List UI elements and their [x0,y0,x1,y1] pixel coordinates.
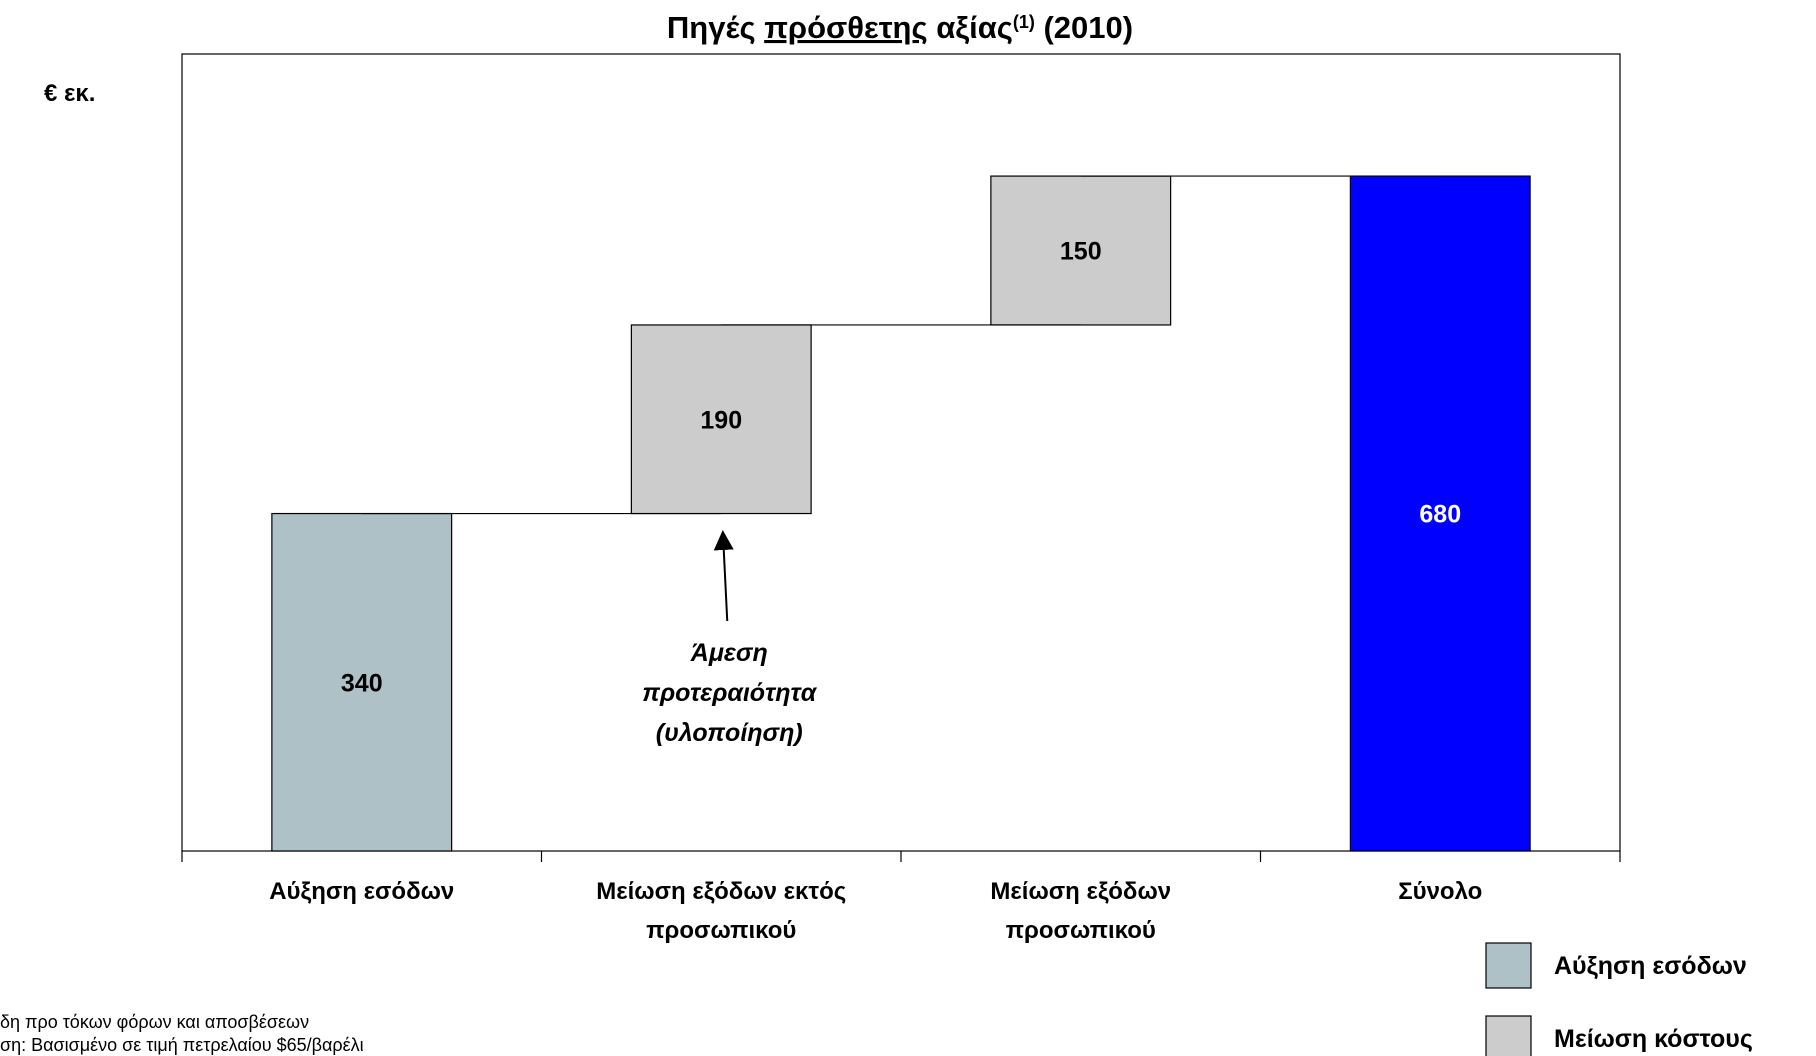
annotation: Άμεση [690,639,768,667]
title-part: Πηγές [667,10,764,45]
bar [1349,175,1531,852]
title-part: (2010) [1035,10,1133,45]
unit-label: € εκ. [44,80,95,107]
data-label: 680 [1419,501,1461,529]
x-tick-label: Μείωση εξόδων [990,878,1171,905]
x-tick-label: Αύξηση εσόδων [269,878,454,905]
data-label: 150 [1060,238,1102,266]
annotation-arrow [713,530,734,622]
title-part: αξίας [928,10,1013,45]
title-part: (1) [1013,12,1035,32]
annotation: προτεραιότητα [642,679,818,707]
chart-title: Πηγές πρόσθετης αξίας(1) (2010) [667,10,1133,45]
x-tick-label: Σύνολο [1398,878,1482,905]
annotation: (υλοποίηση) [656,719,803,747]
legend-swatch [1485,1015,1532,1056]
bar [630,324,812,515]
legend-label: Αύξηση εσόδων [1554,952,1747,980]
legend-label: Μείωση κόστους [1554,1025,1753,1053]
data-label: 340 [341,669,383,697]
bar [990,175,1172,326]
title-part: πρόσθετης [764,10,927,45]
x-tick-label: προσωπικού [646,917,796,944]
x-tick-label: Μείωση εξόδων εκτός [596,878,846,905]
footnote: δη προ τόκων φόρων και αποσβέσεων [0,1012,309,1032]
data-label: 190 [700,406,742,434]
x-tick-label: προσωπικού [1006,917,1156,944]
bar [271,512,453,852]
legend-swatch [1485,942,1532,989]
footnote: ση: Βασισμένο σε τιμή πετρελαίου $65/βαρ… [0,1035,364,1055]
